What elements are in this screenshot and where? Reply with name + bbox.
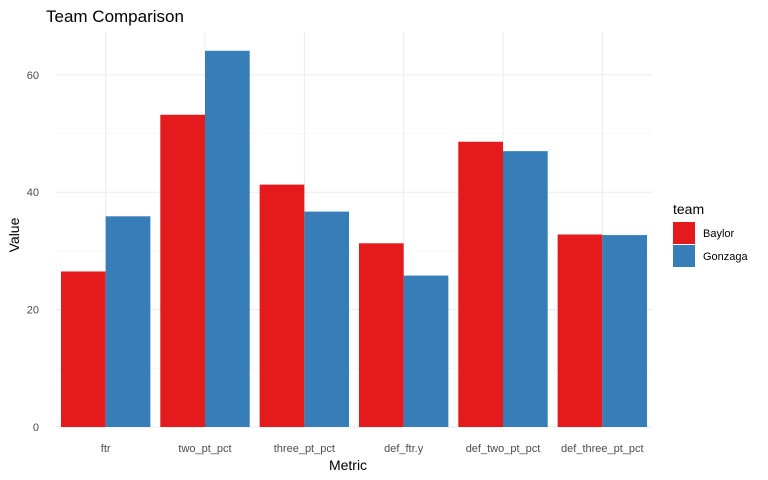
bar-gonzaga-def_three_pt_pct: [602, 235, 648, 427]
y-tick-label: 40: [27, 187, 39, 199]
bar-baylor-def_two_pt_pct: [458, 141, 503, 427]
bar-gonzaga-ftr: [105, 216, 151, 427]
bar-gonzaga-def_ftr.y: [403, 275, 449, 427]
x-axis-ticks: ftr two_pt_pct three_pt_pct def_ftr.y def_tw…: [101, 443, 644, 455]
y-tick-label: 0: [33, 422, 39, 434]
legend-label-baylor: Baylor: [703, 228, 735, 240]
y-tick-label: 60: [27, 70, 39, 82]
bar-baylor-def_three_pt_pct: [557, 234, 603, 427]
legend-key-baylor: [673, 222, 695, 244]
legend-key-gonzaga: [673, 245, 695, 267]
y-axis-ticks: 0 20 40 60: [27, 70, 39, 434]
bar-gonzaga-def_two_pt_pct: [503, 151, 548, 427]
legend: team Baylor Gonzaga: [673, 201, 749, 267]
x-tick-label: two_pt_pct: [178, 443, 231, 455]
x-axis-title: Metric: [329, 457, 367, 473]
x-tick-label: def_three_pt_pct: [561, 443, 644, 455]
legend-title: team: [673, 201, 704, 217]
x-tick-label: def_two_pt_pct: [466, 443, 541, 455]
chart-title: Team Comparison: [46, 7, 184, 26]
bar-gonzaga-three_pt_pct: [304, 211, 350, 427]
x-tick-label: ftr: [101, 443, 111, 455]
bar-baylor-ftr: [60, 271, 106, 427]
legend-label-gonzaga: Gonzaga: [703, 251, 749, 263]
bar-baylor-three_pt_pct: [259, 184, 305, 427]
bar-gonzaga-two_pt_pct: [205, 50, 250, 427]
bar-baylor-two_pt_pct: [160, 114, 205, 427]
bars: [60, 50, 648, 427]
y-axis-title: Value: [6, 217, 22, 252]
y-tick-label: 20: [27, 305, 39, 317]
x-tick-label: three_pt_pct: [274, 443, 335, 455]
bar-baylor-def_ftr.y: [358, 243, 404, 427]
x-tick-label: def_ftr.y: [384, 443, 424, 455]
